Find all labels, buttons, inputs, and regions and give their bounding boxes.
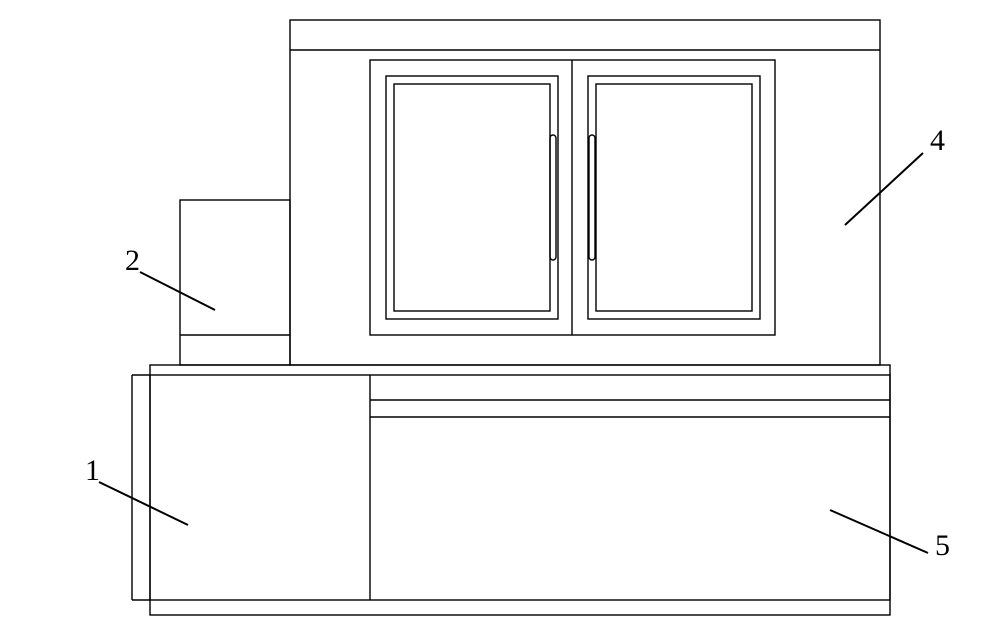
leader-2	[140, 272, 215, 310]
label-4: 4	[930, 124, 945, 157]
door-right-inner-panel	[596, 84, 752, 311]
diagram-canvas: 4 2 1 5	[0, 0, 1000, 634]
leader-4	[845, 153, 923, 225]
door-left-outer-bevel	[386, 76, 558, 319]
label-5: 5	[935, 529, 950, 562]
handle-right	[589, 135, 595, 260]
side-box	[180, 200, 290, 365]
lower-wide	[150, 375, 890, 600]
label-2: 2	[125, 244, 140, 277]
upper-cabinet	[290, 20, 880, 365]
handle-left	[550, 135, 556, 260]
label-1: 1	[85, 454, 100, 487]
door-left-inner-panel	[394, 84, 550, 311]
lower-outer	[150, 365, 890, 615]
leader-5	[830, 510, 928, 553]
door-right-outer-bevel	[588, 76, 760, 319]
leader-1	[99, 482, 188, 525]
